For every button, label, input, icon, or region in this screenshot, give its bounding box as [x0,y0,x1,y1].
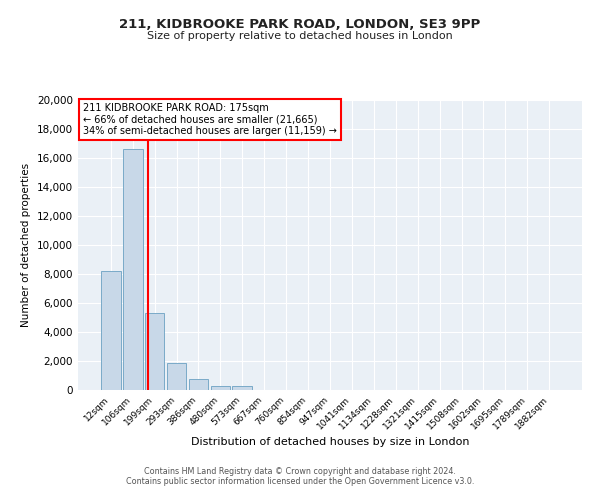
Text: 211, KIDBROOKE PARK ROAD, LONDON, SE3 9PP: 211, KIDBROOKE PARK ROAD, LONDON, SE3 9P… [119,18,481,30]
X-axis label: Distribution of detached houses by size in London: Distribution of detached houses by size … [191,436,469,446]
Bar [101,271,121,390]
Text: Contains HM Land Registry data © Crown copyright and database right 2024.: Contains HM Land Registry data © Crown c… [144,467,456,476]
Bar [123,150,143,390]
Bar [232,386,252,390]
Text: Size of property relative to detached houses in London: Size of property relative to detached ho… [147,31,453,41]
Bar [167,363,187,390]
Bar [211,386,230,390]
Bar [188,379,208,390]
Text: 211 KIDBROOKE PARK ROAD: 175sqm
← 66% of detached houses are smaller (21,665)
34: 211 KIDBROOKE PARK ROAD: 175sqm ← 66% of… [83,103,337,136]
Bar [145,313,164,390]
Y-axis label: Number of detached properties: Number of detached properties [22,163,31,327]
Text: Contains public sector information licensed under the Open Government Licence v3: Contains public sector information licen… [126,477,474,486]
